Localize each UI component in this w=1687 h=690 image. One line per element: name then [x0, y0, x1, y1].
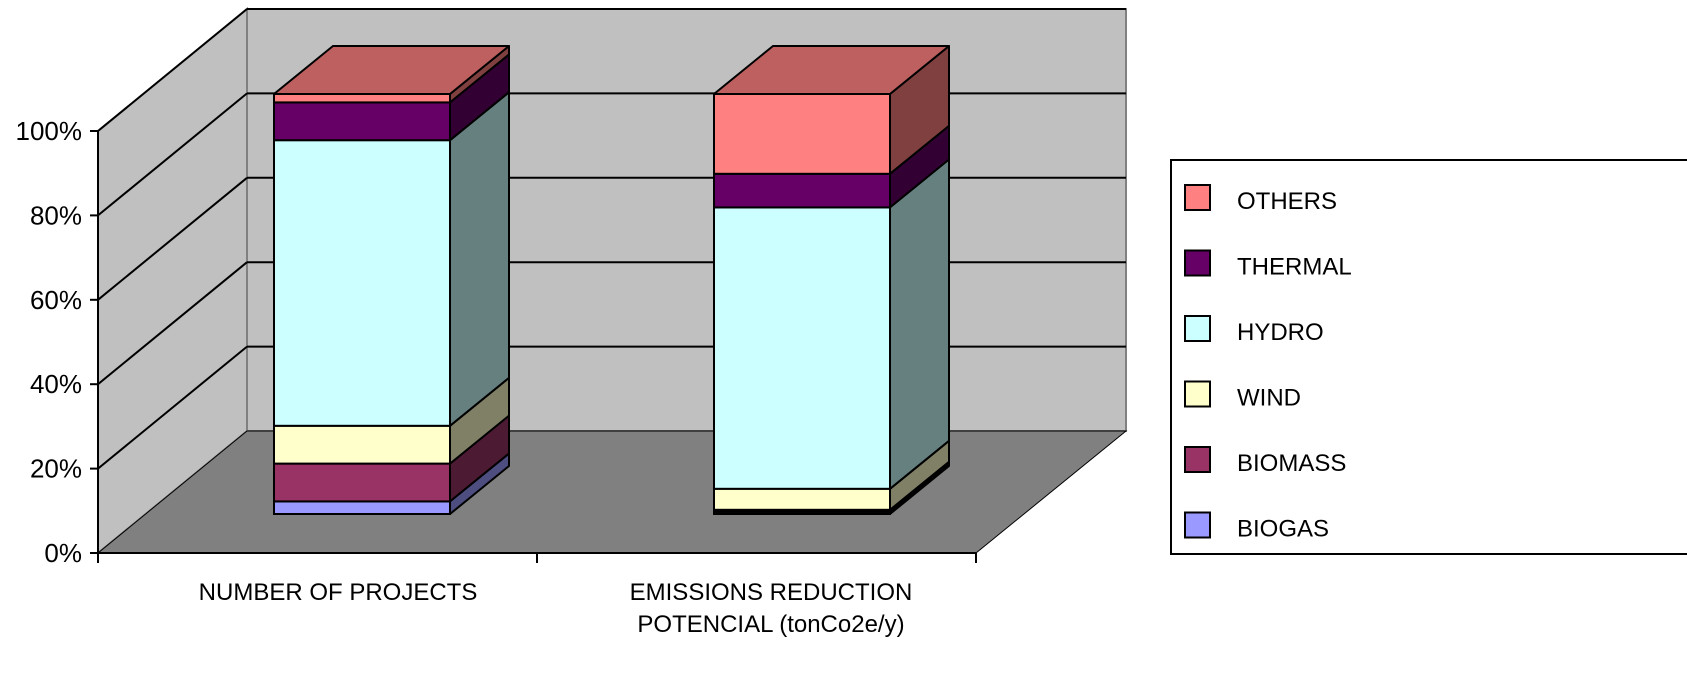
- gridline-side: [97, 261, 248, 385]
- legend-item-wind: WIND: [1184, 380, 1301, 412]
- bar-front: [713, 487, 891, 511]
- legend: OTHERS THERMAL HYDRO WIND BIOMASS BIOGAS: [1170, 159, 1687, 555]
- legend-label: THERMAL: [1237, 254, 1352, 281]
- bars: [273, 45, 950, 515]
- legend-label: BIOMASS: [1237, 450, 1346, 477]
- legend-item-others: OTHERS: [1184, 184, 1337, 215]
- bar-front: [713, 206, 891, 490]
- legend-item-biomass: BIOMASS: [1184, 446, 1346, 477]
- y-tick-label: 100%: [16, 116, 83, 146]
- bar-top: [273, 45, 510, 95]
- category-label-projects: NUMBER OF PROJECTS: [199, 579, 478, 606]
- legend-label: BIOGAS: [1237, 516, 1329, 543]
- y-tick-label: 0%: [44, 538, 82, 568]
- bar-front: [273, 93, 451, 104]
- y-tick-label: 80%: [30, 200, 82, 230]
- bar-front: [273, 462, 451, 503]
- legend-swatch: [1184, 315, 1211, 342]
- gridline-side: [97, 8, 248, 132]
- bar-segment-biomass: [273, 414, 510, 503]
- legend-item-hydro: HYDRO: [1184, 315, 1324, 346]
- bar-front: [713, 172, 891, 209]
- y-tick-label: 20%: [30, 454, 82, 484]
- legend-item-biogas: BIOGAS: [1184, 511, 1329, 543]
- gridline-side: [97, 345, 248, 470]
- floor: [96, 430, 1128, 554]
- bar-side: [449, 91, 510, 427]
- gridline-side: [97, 92, 248, 217]
- category-label-emissions-line1: EMISSIONS REDUCTION: [630, 579, 913, 606]
- legend-swatch: [1184, 184, 1211, 211]
- bar-front: [273, 500, 451, 515]
- bar-top: [713, 45, 950, 95]
- legend-label: OTHERS: [1237, 188, 1337, 215]
- bar-segment-wind: [713, 439, 950, 511]
- bar-segment-others: [273, 45, 510, 104]
- bar-segment-thermal: [273, 53, 510, 142]
- bar-segment-hydro: [273, 91, 510, 427]
- gridline-side: [97, 177, 248, 301]
- bar-side: [889, 158, 950, 490]
- y-axis: 0% 20% 40% 60% 80% 100%: [16, 116, 99, 568]
- bar-front: [273, 139, 451, 427]
- legend-swatch: [1184, 446, 1211, 473]
- legend-label: WIND: [1237, 385, 1301, 412]
- legend-box: [1170, 159, 1687, 555]
- legend-swatch: [1184, 249, 1211, 277]
- legend-item-thermal: THERMAL: [1184, 249, 1352, 281]
- category-label-emissions: EMISSIONS REDUCTION POTENCIAL (tonCo2e/y…: [630, 579, 913, 638]
- legend-label: HYDRO: [1237, 319, 1324, 346]
- x-axis: [97, 552, 977, 563]
- y-tick-label: 40%: [30, 369, 82, 399]
- bar-front: [273, 101, 451, 142]
- bar-front: [713, 93, 891, 175]
- y-tick-label: 60%: [30, 285, 82, 315]
- bar-segment-hydro: [713, 158, 950, 490]
- legend-swatch: [1184, 511, 1211, 539]
- legend-swatch: [1184, 380, 1211, 408]
- bar-segment-biogas: [273, 452, 510, 515]
- bar-front: [273, 424, 451, 465]
- category-label-emissions-line2: POTENCIAL (tonCo2e/y): [637, 611, 904, 638]
- bar-segment-others: [713, 45, 950, 175]
